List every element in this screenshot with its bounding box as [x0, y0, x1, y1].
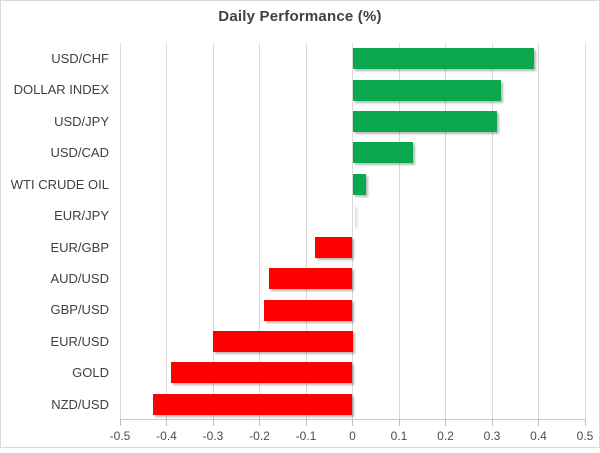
plot-area [119, 43, 586, 426]
bar [268, 268, 353, 290]
bar [171, 362, 353, 384]
category-label: GOLD [72, 365, 109, 381]
bar [352, 142, 413, 164]
category-label: EUR/GBP [50, 239, 109, 255]
x-tick-label: 0.2 [437, 429, 454, 443]
x-tick-label: 0.3 [483, 429, 501, 443]
x-axis-line [120, 419, 585, 420]
x-tick-label: -0.1 [295, 429, 317, 443]
category-label: WTI CRUDE OIL [10, 176, 109, 192]
category-label: EUR/JPY [54, 208, 109, 224]
gridline [445, 43, 446, 420]
axis-tick [538, 420, 539, 426]
bar [315, 236, 353, 258]
category-label: USD/JPY [54, 113, 109, 129]
chart-title: Daily Performance (%) [218, 8, 382, 25]
x-tick-label: 0.1 [390, 429, 408, 443]
axis-tick [305, 420, 307, 426]
gridline [119, 43, 121, 420]
x-tick-label: -0.3 [202, 429, 224, 443]
category-label: NZD/USD [51, 396, 109, 412]
bar [264, 299, 353, 321]
category-label: AUD/USD [50, 270, 109, 286]
x-tick-label: -0.4 [156, 429, 177, 443]
gridline [584, 43, 586, 420]
gridline [259, 43, 260, 420]
x-tick-label: -0.5 [109, 429, 131, 443]
category-label: USD/CHF [51, 51, 109, 66]
bar [213, 330, 353, 352]
bar [352, 111, 497, 133]
bar [353, 205, 355, 226]
bar [352, 79, 502, 101]
category-label: DOLLAR INDEX [13, 82, 109, 98]
gridline [212, 43, 214, 420]
axis-tick [166, 420, 167, 426]
category-label: GBP/USD [50, 302, 109, 318]
axis-tick [584, 420, 586, 426]
axis-tick [259, 420, 260, 426]
x-tick-label: 0 [349, 429, 356, 443]
axis-tick [212, 420, 214, 426]
gridline [491, 43, 493, 420]
bar [352, 173, 367, 195]
category-label: EUR/USD [50, 333, 109, 349]
axis-tick [445, 420, 446, 426]
gridline [166, 43, 167, 420]
category-label: USD/CAD [50, 145, 109, 161]
x-tick-label: -0.2 [249, 429, 270, 443]
axis-tick [119, 420, 121, 426]
axis-tick [491, 420, 493, 426]
x-tick-label: 0.4 [530, 429, 547, 443]
gridline [352, 43, 353, 420]
gridline [398, 43, 400, 420]
bar [152, 393, 353, 415]
gridline [538, 43, 539, 420]
axis-tick [352, 420, 353, 426]
axis-tick [398, 420, 400, 426]
bar [352, 48, 534, 70]
gridline [305, 43, 307, 420]
x-tick-label: 0.5 [576, 429, 594, 443]
